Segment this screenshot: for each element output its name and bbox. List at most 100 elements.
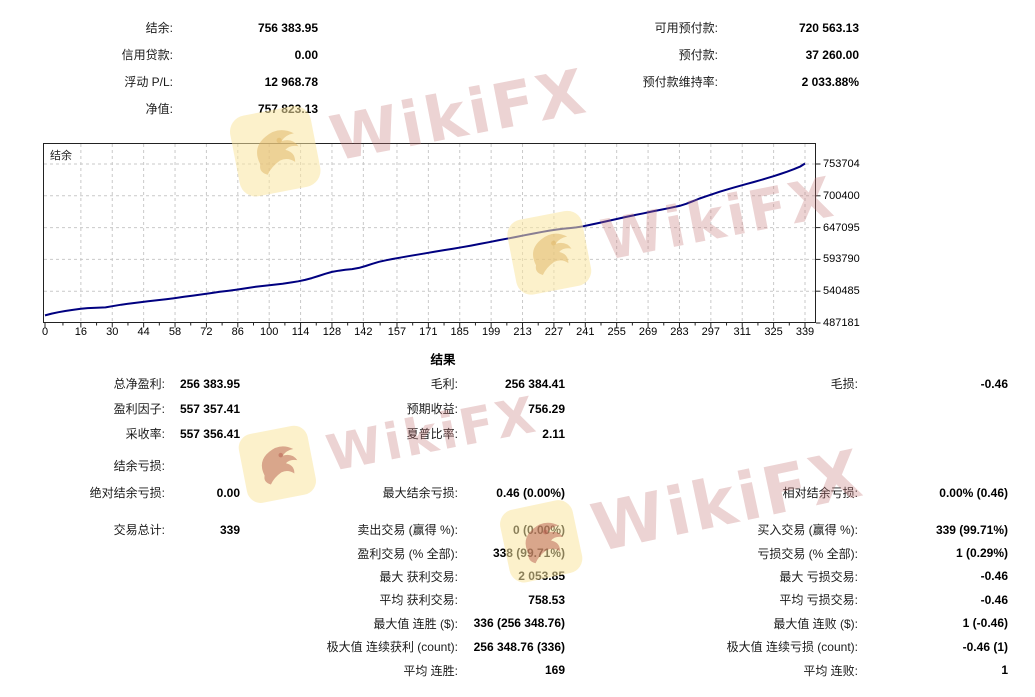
x-axis-tick-label: 128 (322, 326, 342, 338)
summary-label: 预付款: (678, 48, 718, 62)
x-axis-tick-label: 185 (450, 326, 469, 338)
summary-value: 12 968.78 (264, 74, 318, 89)
result-value: 2 053.85 (518, 569, 565, 584)
result-row: 结余亏损: (0, 452, 1010, 479)
result-row: 总净盈利: 256 383.95 毛利: 256 384.41 毛损: -0.46 (0, 371, 1010, 396)
result-value: 557 356.41 (179, 426, 240, 441)
result-label: 平均 获利交易: (379, 593, 458, 608)
summary-value: 0.00 (294, 47, 318, 62)
result-value: 756.29 (528, 401, 565, 416)
result-label: 最大值 连败 ($): (773, 616, 858, 631)
result-value: 336 (256 348.76) (473, 616, 565, 631)
result-value: 256 384.41 (504, 376, 565, 391)
result-label: 最大结余亏损: (382, 486, 458, 500)
x-axis-tick-label: 339 (795, 326, 815, 338)
result-label: 最大 获利交易: (379, 569, 458, 584)
result-value: 1 (1001, 663, 1008, 678)
result-label: 总净盈利: (113, 377, 165, 391)
summary-value: 720 563.13 (798, 20, 859, 35)
x-axis-tick-label: 16 (74, 326, 87, 338)
result-label: 极大值 连续亏损 (count): (726, 640, 858, 655)
result-label: 盈利交易 (% 全部): (357, 546, 458, 561)
result-label: 平均 连败: (803, 663, 858, 678)
result-row: 采收率: 557 356.41 夏普比率: 2.11 (0, 421, 1010, 446)
y-axis-tick-label: 487181 (823, 317, 860, 329)
summary-row: 浮动 P/L: 12 968.78 (0, 68, 318, 95)
y-axis-tick-label: 700400 (823, 189, 860, 202)
result-value: 0 (0.00%) (512, 522, 565, 537)
result-row: 极大值 连续获利 (count): 256 348.76 (336) 极大值 连续亏… (0, 635, 1010, 658)
result-label: 买入交易 (赢得 %): (757, 523, 858, 538)
summary-row: 结余: 756 383.95 (0, 14, 318, 41)
x-axis-tick-label: 213 (513, 326, 532, 338)
result-value: 1 (-0.46) (962, 616, 1008, 631)
summary-label: 预付款维持率: (642, 75, 718, 89)
balance-chart-plot (43, 143, 821, 328)
balance-chart: 结余 0 16 30 44 58 72 86 100 114 128 142 157 171 185 199… (41, 143, 1033, 353)
results-block-profit: 总净盈利: 256 383.95 毛利: 256 384.41 毛损: -0.46 盈利因子… (0, 371, 1010, 446)
result-label: 绝对结余亏损: (89, 486, 165, 500)
x-axis-tick-label: 86 (231, 326, 244, 338)
result-label: 采收率: (125, 427, 165, 441)
summary-label: 浮动 P/L: (124, 75, 173, 89)
result-value: 758.53 (528, 592, 565, 607)
account-summary-right: 可用预付款: 720 563.13 预付款: 37 260.00 预付款维持率: 2 03… (560, 14, 859, 95)
result-row: 交易总计: 339 卖出交易 (赢得 %): 0 (0.00%) 买入交易 (赢得 %)… (0, 518, 1010, 541)
result-label: 平均 连胜: (403, 663, 458, 678)
summary-label: 净值: (145, 102, 173, 116)
summary-label: 信用贷款: (121, 48, 173, 62)
results-block-trades: 交易总计: 339 卖出交易 (赢得 %): 0 (0.00%) 买入交易 (赢得 %)… (0, 518, 1010, 682)
result-row: 绝对结余亏损: 0.00 最大结余亏损: 0.46 (0.00%) 相对结余亏损: 0.0… (0, 479, 1010, 506)
x-axis-tick-label: 199 (481, 326, 501, 338)
summary-value: 757 823.13 (257, 101, 318, 116)
result-label: 毛利: (430, 377, 458, 391)
result-value: 169 (544, 663, 565, 678)
balance-line (44, 162, 806, 317)
x-axis-tick-label: 30 (106, 326, 119, 338)
result-row: 最大 获利交易: 2 053.85 最大 亏损交易: -0.46 (0, 565, 1010, 588)
result-value: 339 (99.71%) (935, 522, 1008, 537)
x-axis-tick-label: 100 (260, 326, 279, 338)
result-row: 平均 获利交易: 758.53 平均 亏损交易: -0.46 (0, 588, 1010, 611)
summary-row: 预付款: 37 260.00 (560, 41, 859, 68)
summary-value: 2 033.88% (801, 74, 859, 89)
result-row: 盈利交易 (% 全部): 338 (99.71%) 亏损交易 (% 全部): 1 (0… (0, 541, 1010, 564)
result-label: 交易总计: (113, 523, 165, 538)
result-row: 最大值 连胜 ($): 336 (256 348.76) 最大值 连败 ($): 1 … (0, 612, 1010, 635)
y-axis-tick-label: 753704 (823, 157, 860, 170)
result-value: 0.00 (216, 485, 240, 500)
result-value: -0.46 (980, 376, 1008, 391)
summary-row: 预付款维持率: 2 033.88% (560, 68, 859, 95)
result-label: 预期收益: (406, 402, 458, 416)
result-label: 最大 亏损交易: (779, 569, 858, 584)
result-value: 338 (99.71%) (492, 546, 565, 561)
x-axis-tick-label: 171 (419, 326, 438, 338)
results-title: 结果 (430, 353, 456, 367)
result-label: 平均 亏损交易: (779, 593, 858, 608)
x-axis-tick-label: 311 (733, 326, 751, 338)
summary-row: 净值: 757 823.13 (0, 95, 318, 122)
x-axis-tick-label: 325 (764, 326, 783, 338)
result-label: 结余亏损: (113, 459, 165, 473)
result-label: 盈利因子: (113, 402, 165, 416)
result-value: 557 357.41 (179, 401, 240, 416)
summary-value: 37 260.00 (805, 47, 859, 62)
result-value: 0.00% (0.46) (939, 485, 1008, 500)
x-axis-tick-label: 157 (387, 326, 407, 338)
x-axis-tick-label: 72 (200, 326, 213, 338)
x-axis-tick-label: 142 (354, 326, 373, 338)
account-summary-left: 结余: 756 383.95 信用贷款: 0.00 浮动 P/L: 12 968.78 净值… (0, 14, 318, 122)
x-axis-tick-label: 58 (168, 326, 182, 338)
y-axis-tick-label: 540485 (823, 285, 860, 298)
x-axis-tick-label: 227 (544, 326, 564, 338)
y-axis-tick-label: 647095 (823, 221, 860, 234)
summary-value: 756 383.95 (257, 20, 318, 35)
result-value: -0.46 (980, 592, 1008, 607)
x-axis-tick-label: 114 (291, 326, 310, 338)
summary-label: 可用预付款: (654, 21, 718, 35)
result-label: 卖出交易 (赢得 %): (357, 523, 458, 538)
result-value: -0.46 (1) (962, 639, 1008, 654)
x-axis-tick-label: 0 (41, 326, 49, 338)
result-label: 亏损交易 (% 全部): (757, 546, 858, 561)
